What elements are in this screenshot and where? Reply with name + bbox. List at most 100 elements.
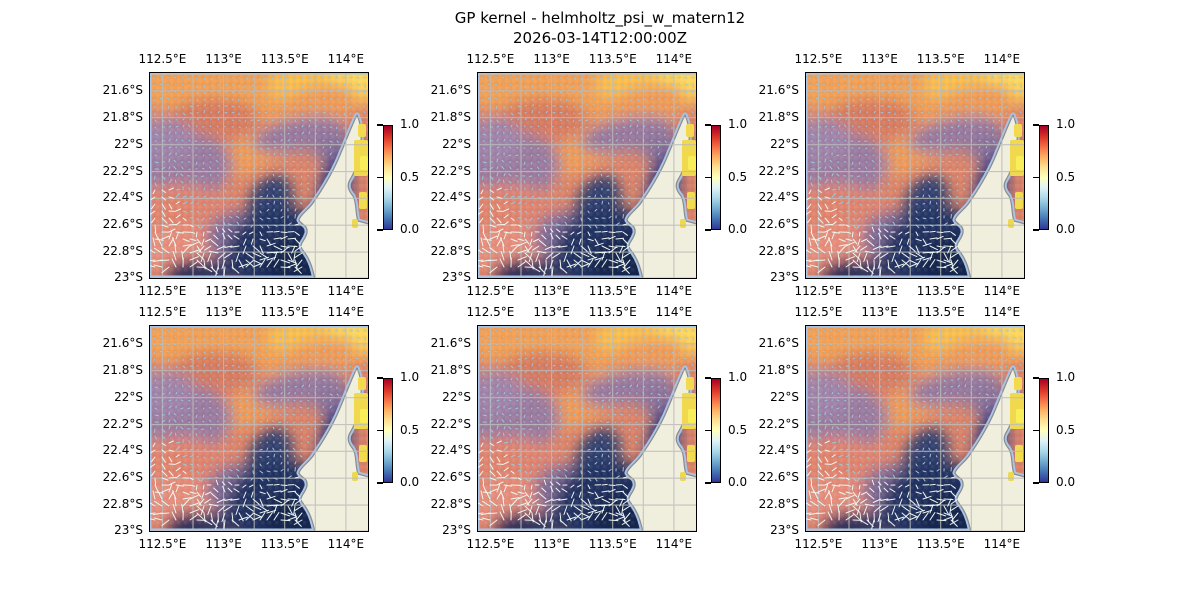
colorbar-tick-label: 0.5 — [728, 422, 748, 437]
y-tick-label: 22.4°S — [430, 190, 471, 205]
y-tick-label: 21.6°S — [758, 82, 799, 97]
y-tick-label: 21.6°S — [102, 82, 143, 97]
colorbar-tick-label: 0.5 — [400, 169, 420, 184]
y-tick-label: 22.2°S — [102, 416, 143, 431]
colorbar-tick — [377, 377, 383, 379]
map-panel-r2c2: 112.5°E 113°E 113.5°E 114°E 21.6°S 21.8°S 22°… — [431, 305, 747, 551]
x-axis-bottom-ticks: 112.5°E 113°E 113.5°E 114°E — [794, 537, 1025, 553]
y-tick-label: 22.2°S — [758, 416, 799, 431]
colorbar: 1.0 0.5 0.0 — [377, 370, 419, 489]
x-tick-label: 114°E — [327, 305, 365, 319]
map-plot — [477, 325, 697, 532]
x-tick-label: 113°E — [205, 537, 242, 551]
x-tick-label: 112.5°E — [794, 284, 843, 298]
x-axis-top-ticks: 112.5°E 113°E 113.5°E 114°E — [794, 305, 1025, 321]
x-tick-label: 114°E — [983, 537, 1021, 551]
map-plot — [149, 72, 369, 279]
colorbar-tick — [1033, 429, 1039, 432]
x-tick-label: 114°E — [983, 305, 1021, 319]
y-tick-label: 22.2°S — [758, 163, 799, 178]
y-tick-label: 21.8°S — [102, 362, 143, 377]
x-axis-bottom-ticks: 112.5°E 113°E 113.5°E 114°E — [794, 284, 1025, 300]
x-axis-top-ticks: 112.5°E 113°E 113.5°E 114°E — [466, 305, 697, 321]
x-axis-bottom-ticks: 112.5°E 113°E 113.5°E 114°E — [466, 284, 697, 300]
y-tick-label: 22.4°S — [430, 443, 471, 458]
map-plot — [477, 72, 697, 279]
colorbar-tick-label: 0.5 — [400, 422, 420, 437]
map-panel-r1c1: 112.5°E 113°E 113.5°E 114°E 21.6°S 21.8°S 22°… — [103, 52, 419, 298]
y-tick-label: 22°S — [114, 389, 143, 404]
y-tick-label: 22.2°S — [430, 416, 471, 431]
y-tick-label: 22.4°S — [758, 443, 799, 458]
colorbar-tick-label: 0.5 — [728, 169, 748, 184]
x-tick-label: 114°E — [983, 52, 1021, 66]
x-tick-label: 114°E — [327, 284, 365, 298]
x-tick-label: 113°E — [205, 52, 242, 66]
x-axis-bottom-ticks: 112.5°E 113°E 113.5°E 114°E — [138, 537, 369, 553]
x-tick-label: 113.5°E — [260, 537, 309, 551]
colorbar-tick — [1033, 176, 1039, 179]
colorbar-tick-label: 0.0 — [400, 222, 420, 236]
y-tick-label: 22.6°S — [758, 217, 799, 232]
x-tick-label: 112.5°E — [466, 537, 515, 551]
colorbar-tick-label: 0.0 — [1056, 475, 1076, 489]
x-tick-label: 113°E — [205, 284, 242, 298]
colorbar-tick — [1033, 124, 1039, 126]
y-tick-label: 22°S — [770, 136, 799, 151]
x-tick-label: 112.5°E — [794, 52, 843, 66]
colorbar-tick — [705, 176, 711, 179]
x-tick-label: 113°E — [861, 537, 898, 551]
map-panel-r2c3: 112.5°E 113°E 113.5°E 114°E 21.6°S 21.8°S 22°… — [759, 305, 1075, 551]
x-tick-label: 112.5°E — [466, 52, 515, 66]
x-tick-label: 113.5°E — [588, 284, 637, 298]
colorbar-gradient — [383, 378, 393, 483]
y-tick-label: 22.6°S — [758, 470, 799, 485]
x-tick-label: 112.5°E — [466, 284, 515, 298]
y-tick-label: 23°S — [114, 270, 143, 284]
x-tick-label: 113°E — [533, 305, 570, 319]
y-tick-label: 22.8°S — [102, 244, 143, 259]
colorbar-tick-label: 0.5 — [1056, 169, 1076, 184]
colorbar-tick — [1033, 229, 1039, 231]
colorbar-tick — [705, 124, 711, 126]
y-tick-label: 22.6°S — [102, 217, 143, 232]
colorbar-tick-label: 1.0 — [1056, 370, 1076, 384]
colorbar-tick-label: 0.0 — [728, 222, 748, 236]
colorbar: 1.0 0.5 0.0 — [705, 117, 747, 236]
map-panel-r2c1: 112.5°E 113°E 113.5°E 114°E 21.6°S 21.8°S 22°… — [103, 305, 419, 551]
y-tick-label: 21.8°S — [430, 362, 471, 377]
x-tick-label: 113.5°E — [260, 52, 309, 66]
x-axis-bottom-ticks: 112.5°E 113°E 113.5°E 114°E — [466, 537, 697, 553]
x-tick-label: 113.5°E — [260, 305, 309, 319]
map-plot — [805, 72, 1025, 279]
y-tick-label: 22.6°S — [102, 470, 143, 485]
x-tick-label: 112.5°E — [794, 305, 843, 319]
colorbar-tick — [1033, 377, 1039, 379]
colorbar: 1.0 0.5 0.0 — [1033, 370, 1075, 489]
y-tick-label: 23°S — [114, 523, 143, 537]
y-tick-label: 22.2°S — [430, 163, 471, 178]
y-tick-label: 21.8°S — [758, 109, 799, 124]
x-tick-label: 114°E — [655, 284, 693, 298]
colorbar-gradient — [711, 125, 721, 230]
x-axis-top-ticks: 112.5°E 113°E 113.5°E 114°E — [466, 52, 697, 68]
y-tick-label: 22.8°S — [758, 244, 799, 259]
x-tick-label: 113°E — [533, 52, 570, 66]
colorbar-tick — [705, 482, 711, 484]
y-tick-label: 21.6°S — [102, 335, 143, 350]
x-tick-label: 113°E — [861, 52, 898, 66]
colorbar-gradient — [383, 125, 393, 230]
x-tick-label: 113°E — [533, 284, 570, 298]
x-tick-label: 113°E — [205, 305, 242, 319]
x-tick-label: 113.5°E — [916, 537, 965, 551]
colorbar-tick-label: 1.0 — [728, 370, 748, 384]
y-tick-label: 21.8°S — [758, 362, 799, 377]
figure-title: GP kernel - helmholtz_psi_w_matern12 — [454, 9, 746, 27]
colorbar-tick — [377, 124, 383, 126]
y-tick-label: 21.8°S — [102, 109, 143, 124]
y-tick-label: 23°S — [442, 270, 471, 284]
colorbar: 1.0 0.5 0.0 — [705, 370, 747, 489]
map-plot — [149, 325, 369, 532]
colorbar-tick-label: 1.0 — [728, 117, 748, 131]
